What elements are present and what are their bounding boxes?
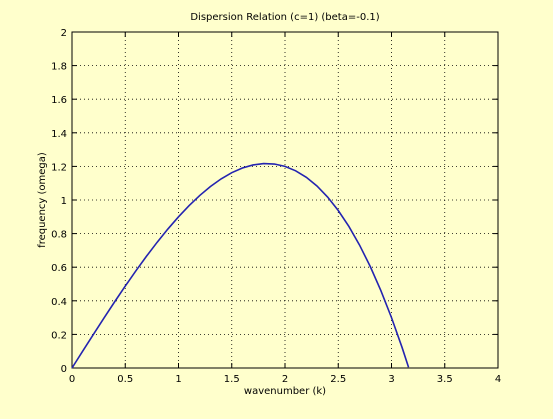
x-tick-label: 0 xyxy=(69,374,75,385)
chart-title: Dispersion Relation (c=1) (beta=-0.1) xyxy=(190,12,379,23)
y-tick-label: 0.4 xyxy=(51,297,67,308)
y-tick-label: 0.8 xyxy=(51,230,67,241)
x-tick-label: 4 xyxy=(495,374,501,385)
y-tick-label: 1.6 xyxy=(51,95,67,106)
y-tick-label: 2 xyxy=(61,28,67,39)
y-tick-label: 1.8 xyxy=(51,62,67,73)
x-tick-label: 2 xyxy=(282,374,288,385)
y-tick-label: 1 xyxy=(61,196,67,207)
y-tick-label: 0.6 xyxy=(51,263,67,274)
x-tick-label: 3 xyxy=(388,374,394,385)
y-tick-label: 1.2 xyxy=(51,162,67,173)
x-tick-label: 3.5 xyxy=(437,374,453,385)
y-axis-label: frequency (omega) xyxy=(37,152,48,248)
y-tick-label: 0.2 xyxy=(51,330,67,341)
x-tick-label: 1.5 xyxy=(224,374,240,385)
y-tick-label: 0 xyxy=(61,364,67,375)
x-axis-label: wavenumber (k) xyxy=(244,386,326,397)
y-tick-label: 1.4 xyxy=(51,129,67,140)
data-line xyxy=(71,162,410,369)
x-tick-label: 0.5 xyxy=(117,374,133,385)
x-tick-label: 2.5 xyxy=(330,374,346,385)
x-tick-label: 1 xyxy=(175,374,181,385)
